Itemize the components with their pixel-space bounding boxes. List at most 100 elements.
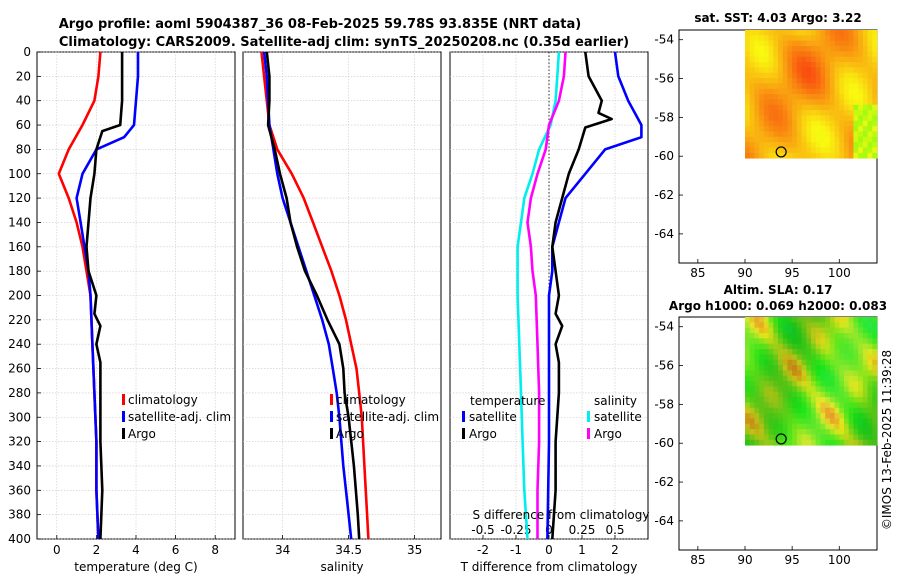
map-cell — [749, 35, 755, 42]
map-cell — [829, 423, 835, 430]
map-y-tick-label: -60 — [654, 436, 674, 450]
map-cell — [787, 136, 793, 143]
map-cell — [853, 56, 859, 63]
map-cell — [834, 104, 840, 111]
map-cell — [844, 407, 850, 414]
map-cell — [844, 338, 850, 345]
map-cell — [768, 370, 774, 377]
map-cell — [778, 322, 784, 329]
map-cell — [754, 407, 760, 414]
map-cell — [792, 51, 798, 58]
map-cell — [778, 99, 784, 106]
map-cell — [858, 131, 864, 138]
map-cell — [839, 349, 845, 355]
map-cell — [867, 56, 873, 63]
map-cell — [858, 120, 864, 127]
map-cell — [872, 136, 878, 143]
legend-header: salinity — [594, 394, 637, 408]
map-cell — [811, 56, 817, 63]
map-cell — [759, 343, 765, 350]
map-cell — [815, 407, 821, 414]
map-cell — [778, 333, 784, 339]
map-cell — [815, 338, 821, 345]
map-cell — [867, 439, 873, 446]
map-cell — [825, 407, 831, 414]
map-cell — [768, 94, 774, 100]
map-cell — [778, 56, 784, 63]
series-line-temperature-argo — [550, 52, 614, 539]
map-cell — [773, 115, 779, 122]
map-cell — [745, 391, 751, 398]
map-cell — [815, 83, 821, 90]
map-cell — [806, 349, 812, 355]
series-line-satellite-adj-clim — [75, 52, 140, 539]
map-cell — [782, 83, 788, 90]
map-cell — [801, 126, 807, 132]
map-cell — [806, 333, 812, 339]
map-cell — [820, 429, 826, 435]
map-cell — [811, 131, 817, 138]
map-cell — [787, 152, 793, 159]
map-cell — [806, 391, 812, 398]
map-cell — [872, 434, 878, 441]
map-y-tick-label: -64 — [654, 227, 674, 241]
map-cell — [763, 152, 769, 159]
map-cell — [782, 62, 788, 68]
map-cell — [796, 136, 802, 143]
map-cell — [745, 88, 751, 95]
map-cell — [787, 46, 793, 52]
map-cell — [834, 365, 840, 371]
map-cell — [801, 429, 807, 435]
map-cell — [806, 142, 812, 148]
map-cell — [787, 327, 793, 334]
map-cell — [768, 131, 774, 138]
map-cell — [811, 322, 817, 329]
map-cell — [801, 349, 807, 355]
map-cell — [872, 397, 878, 403]
legend-swatch — [587, 411, 590, 422]
map-cell — [806, 397, 812, 403]
temperature-grid — [37, 51, 235, 540]
x-tick-label: 0 — [545, 543, 553, 557]
map-cell — [773, 46, 779, 52]
map-cell — [811, 333, 817, 339]
map-cell — [768, 423, 774, 430]
map-cell — [820, 317, 826, 323]
map-cell — [829, 434, 835, 441]
map-cell — [796, 30, 802, 36]
map-cell — [763, 370, 769, 377]
difference-legend: temperature salinity satellite Argo satellit… — [462, 394, 642, 441]
map-cell — [844, 386, 850, 393]
map-cell — [844, 88, 850, 95]
map-cell — [754, 322, 760, 329]
map-cell — [862, 35, 868, 42]
map-cell — [839, 115, 845, 122]
map-cell — [806, 51, 812, 58]
map-cell — [801, 72, 807, 79]
map-cell — [773, 120, 779, 127]
map-cell — [787, 402, 793, 409]
map-cell — [825, 343, 831, 350]
map-cell — [763, 99, 769, 106]
map-cell — [844, 413, 850, 419]
map-cell — [749, 142, 755, 148]
map-cell — [787, 94, 793, 100]
map-cell — [754, 94, 760, 100]
map-cell — [867, 333, 873, 339]
map-cell — [763, 391, 769, 398]
map-cell — [834, 72, 840, 79]
map-cell — [759, 413, 765, 419]
map-cell — [763, 407, 769, 414]
map-cell — [796, 370, 802, 377]
map-cell — [815, 386, 821, 393]
map-cell — [745, 397, 751, 403]
map-cell — [763, 327, 769, 334]
map-cell — [867, 126, 873, 132]
map-cell — [763, 147, 769, 154]
map-cell — [782, 72, 788, 79]
map-cell — [801, 343, 807, 350]
map-cell — [787, 142, 793, 148]
map-cell — [839, 423, 845, 430]
y-tick-label: 180 — [8, 264, 31, 278]
map-cell — [853, 429, 859, 435]
